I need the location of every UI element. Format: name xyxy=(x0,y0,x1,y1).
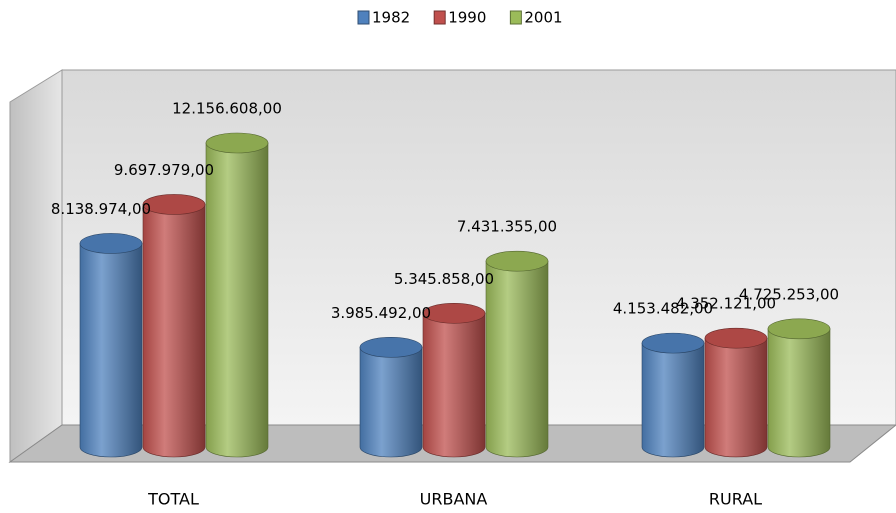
x-tick-label: RURAL xyxy=(709,490,762,509)
bar-top xyxy=(359,337,423,358)
value-label: 5.345.858,00 xyxy=(394,270,494,288)
side-wall xyxy=(9,69,63,463)
plot xyxy=(79,132,831,458)
x-tick-label: URBANA xyxy=(420,490,488,509)
cylinder xyxy=(485,250,549,458)
cylinder xyxy=(704,327,768,458)
cylinder xyxy=(142,194,206,458)
bar-top xyxy=(485,250,549,272)
bar xyxy=(205,142,269,458)
value-label: 4.725.253,00 xyxy=(739,285,839,303)
bar-top xyxy=(422,303,486,324)
bar xyxy=(704,337,768,458)
legend-label: 2001 xyxy=(524,9,562,27)
cylinder xyxy=(205,132,269,458)
bar xyxy=(485,260,549,458)
bar xyxy=(142,204,206,458)
value-label: 9.697.979,00 xyxy=(114,161,214,179)
legend-label: 1982 xyxy=(372,9,410,27)
cylinder xyxy=(79,233,143,458)
bar xyxy=(767,328,831,458)
value-label: 4.153.482,00 xyxy=(613,300,713,318)
bar xyxy=(641,342,705,458)
cylinder xyxy=(359,337,423,458)
bar-top xyxy=(142,194,206,215)
bar xyxy=(422,313,486,458)
bar-top xyxy=(641,332,705,354)
bar xyxy=(359,347,423,458)
value-label: 3.985.492,00 xyxy=(331,304,431,322)
value-label: 7.431.355,00 xyxy=(457,218,557,236)
value-label: 8.138.974,00 xyxy=(51,200,151,218)
bar xyxy=(79,243,143,458)
cylinder xyxy=(641,332,705,458)
cylinder xyxy=(767,318,831,458)
bar-top xyxy=(704,327,768,349)
value-label: 4.352.121,00 xyxy=(676,295,776,313)
legend-swatch xyxy=(509,10,522,25)
bar-top xyxy=(79,233,143,254)
cylinder xyxy=(422,303,486,458)
x-tick-label: TOTAL xyxy=(147,490,199,509)
legend-swatch xyxy=(357,10,370,25)
bar-top xyxy=(767,318,831,340)
value-label: 12.156.608,00 xyxy=(172,100,282,118)
bar-top xyxy=(205,132,269,154)
legend-label: 1990 xyxy=(448,9,486,27)
legend-swatch xyxy=(433,10,446,25)
